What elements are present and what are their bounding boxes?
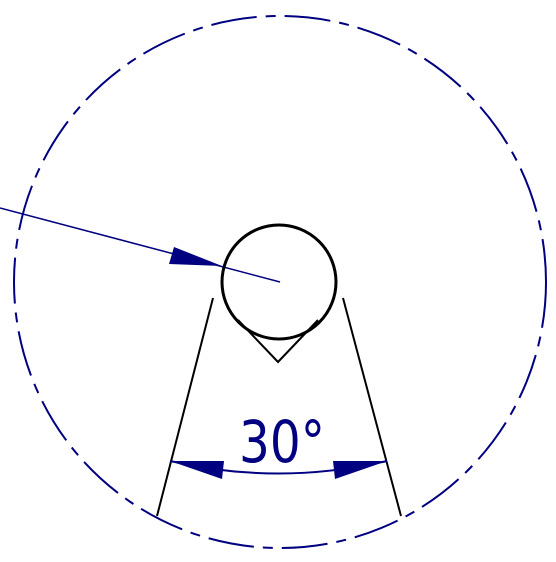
leader-arrowhead [169, 247, 222, 266]
v-block-right-side [342, 297, 402, 517]
v-notch [237, 319, 319, 364]
round-part [220, 223, 338, 341]
v-block [156, 297, 402, 517]
angle-label: 30° [239, 408, 325, 476]
dimension-arrowhead-right [333, 461, 387, 479]
construction-circle [13, 15, 547, 549]
v-block-left-side [156, 297, 214, 517]
leader-line [0, 207, 281, 283]
leader-arrow [0, 207, 281, 283]
angle-dimension: 30° [169, 408, 388, 479]
dimension-arrowhead-left [170, 461, 224, 479]
